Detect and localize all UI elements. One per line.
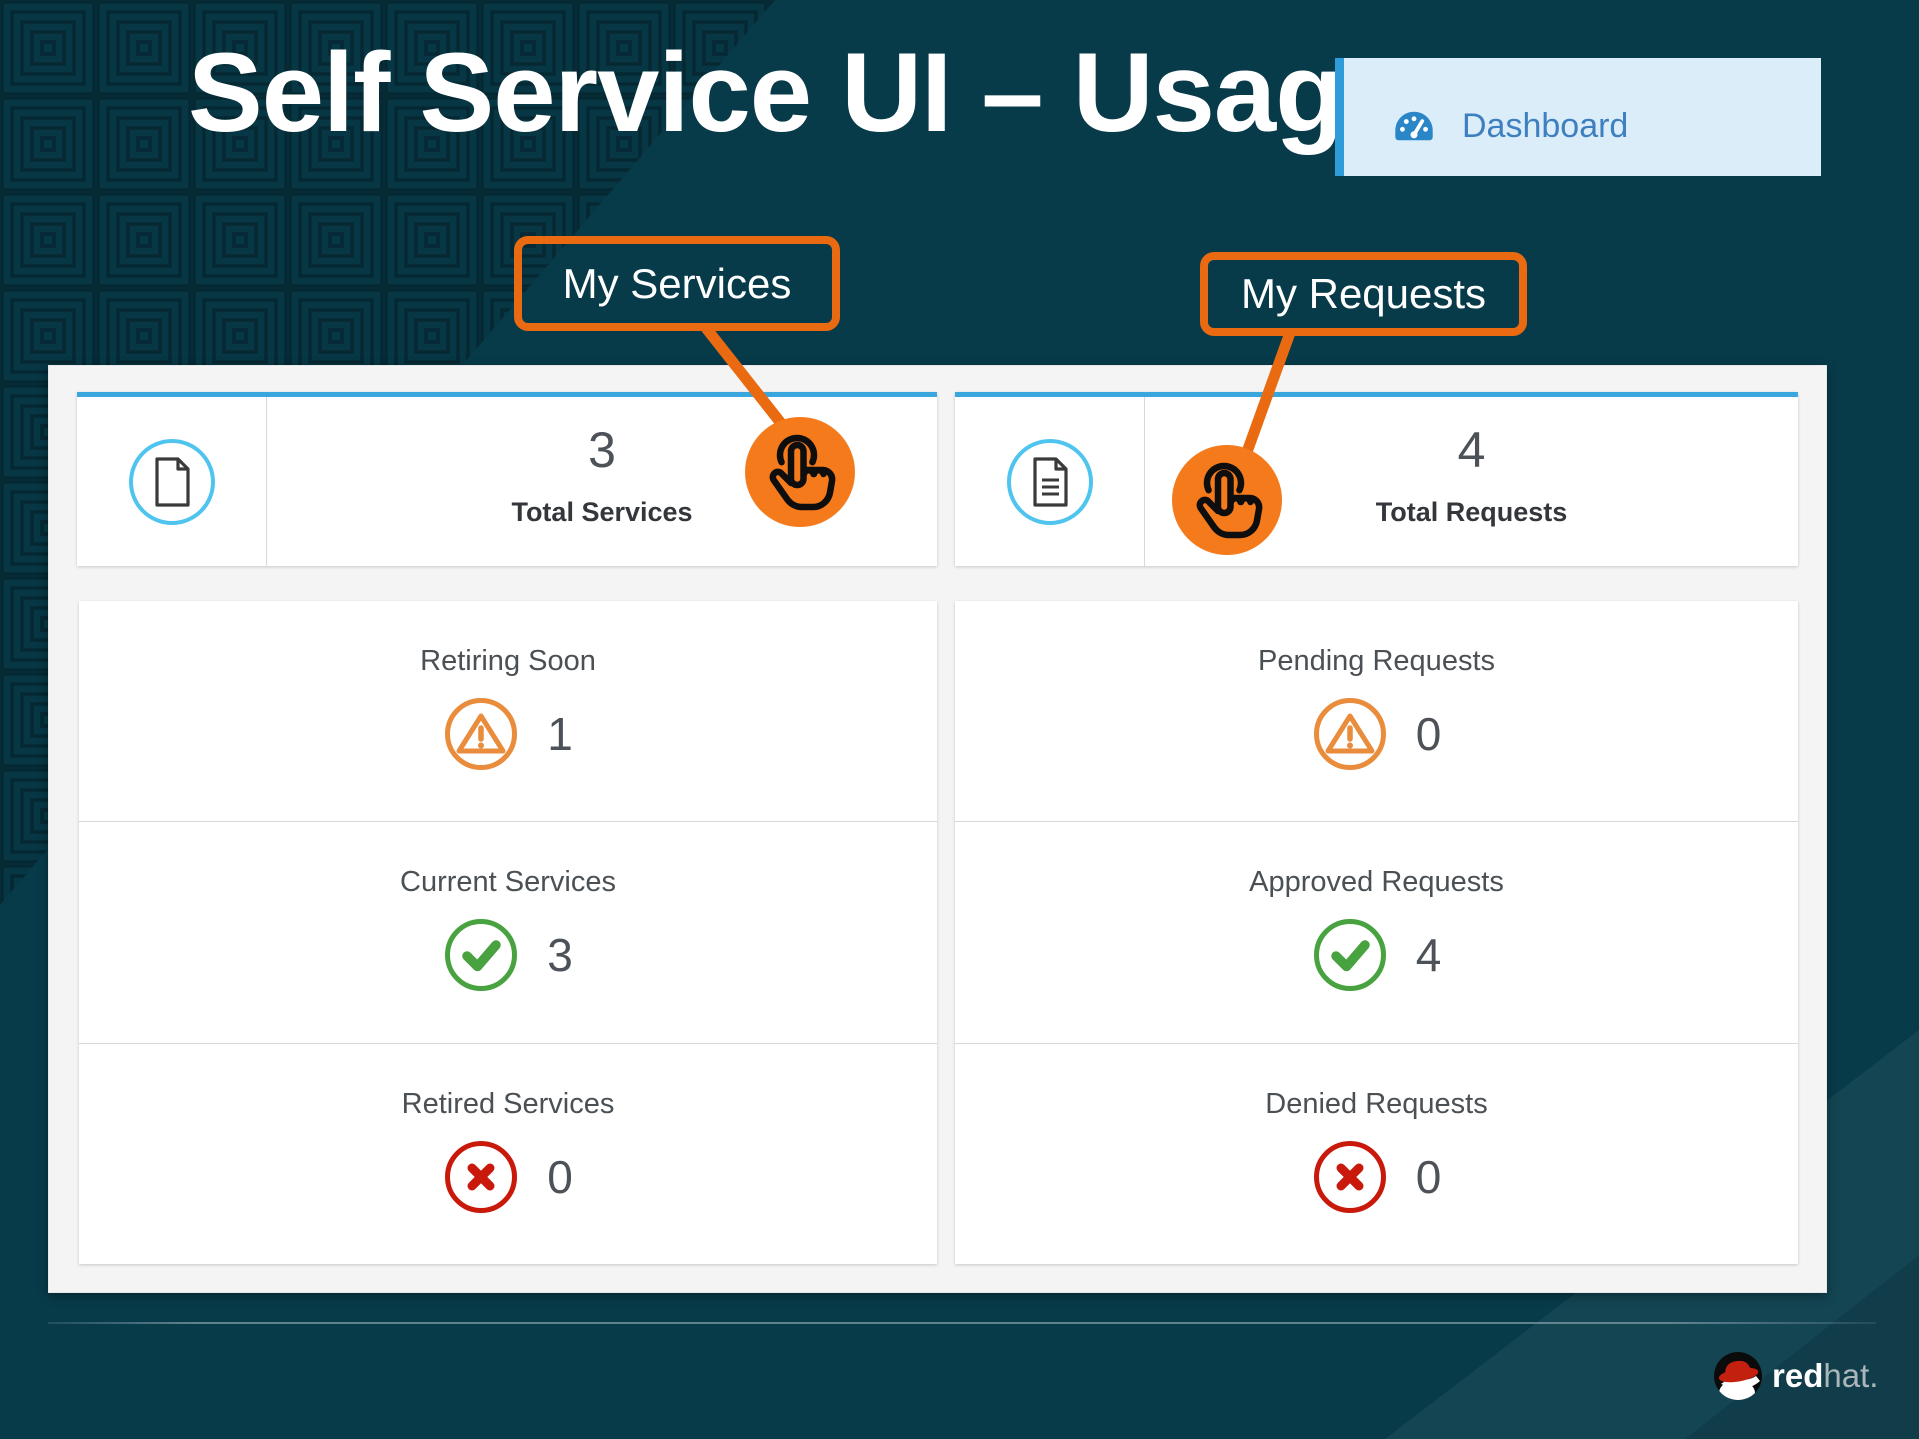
requests-status-card: Pending Requests 0 Approved Requests <box>955 601 1798 1264</box>
row-current-services[interactable]: Current Services 3 <box>79 821 937 1042</box>
text-document-icon <box>1006 438 1093 525</box>
services-status-card: Retiring Soon 1 Current Services <box>79 601 937 1264</box>
x-circle-icon <box>1313 1140 1386 1213</box>
warning-triangle-icon <box>445 698 518 770</box>
row-pending-requests-label: Pending Requests <box>1258 645 1495 677</box>
dashboard-board: 3 Total Services <box>48 365 1827 1293</box>
row-current-services-label: Current Services <box>400 866 616 899</box>
callout-my-services: My Services <box>514 236 840 331</box>
row-denied-requests-label: Denied Requests <box>1265 1087 1488 1120</box>
total-requests-label: Total Requests <box>1375 497 1568 527</box>
row-retired-services-value: 0 <box>443 1139 573 1215</box>
check-circle-icon <box>1313 919 1386 992</box>
total-requests-card[interactable]: 4 Total Requests <box>955 392 1798 566</box>
x-circle-icon <box>445 1140 518 1213</box>
redhat-wordmark: redhat. <box>1772 1357 1879 1394</box>
row-retiring-soon-label: Retiring Soon <box>420 645 596 677</box>
tap-pointer-icon-services <box>745 417 855 527</box>
callout-my-services-label: My Services <box>562 259 792 307</box>
total-services-count: 3 <box>588 422 616 478</box>
footer-divider <box>48 1322 1876 1324</box>
row-pending-requests-count: 0 <box>1415 708 1442 760</box>
callout-my-requests-label: My Requests <box>1240 270 1487 317</box>
row-pending-requests-value: 0 <box>1312 696 1442 772</box>
total-services-icon-cell <box>77 397 267 566</box>
tab-dashboard-label: Dashboard <box>1462 106 1629 145</box>
callout-my-requests: My Requests <box>1200 252 1527 336</box>
row-approved-requests-value: 4 <box>1312 917 1442 993</box>
row-retired-services[interactable]: Retired Services 0 <box>79 1042 937 1264</box>
gauge-icon <box>1395 111 1433 141</box>
row-approved-requests-label: Approved Requests <box>1249 866 1504 899</box>
total-requests-count: 4 <box>1457 422 1486 478</box>
redhat-logo: redhat. <box>1712 1350 1878 1402</box>
tap-pointer-icon-requests <box>1172 445 1282 555</box>
row-retiring-soon-count: 1 <box>547 708 573 760</box>
total-requests-icon-cell <box>955 397 1145 566</box>
row-current-services-value: 3 <box>443 917 573 993</box>
row-current-services-count: 3 <box>547 929 573 982</box>
tab-dashboard[interactable]: Dashboard <box>1335 58 1821 176</box>
blank-document-icon <box>128 438 215 525</box>
row-retired-services-label: Retired Services <box>401 1087 615 1120</box>
warning-triangle-icon <box>1313 698 1386 770</box>
total-services-label: Total Services <box>511 497 693 527</box>
row-approved-requests[interactable]: Approved Requests 4 <box>955 821 1798 1042</box>
page-title: Self Service UI – Usage <box>188 30 1405 155</box>
row-denied-requests-count: 0 <box>1415 1150 1442 1203</box>
total-requests-summary: 4 Total Requests <box>1145 397 1798 566</box>
row-approved-requests-count: 4 <box>1415 929 1442 982</box>
row-denied-requests[interactable]: Denied Requests 0 <box>955 1042 1798 1264</box>
check-circle-icon <box>445 919 518 992</box>
total-services-summary: 3 Total Services <box>267 397 937 566</box>
row-retiring-soon-value: 1 <box>443 696 573 772</box>
row-retired-services-count: 0 <box>547 1150 573 1203</box>
row-retiring-soon[interactable]: Retiring Soon 1 <box>79 601 937 821</box>
redhat-shadowman-icon <box>1714 1352 1762 1400</box>
row-denied-requests-value: 0 <box>1312 1139 1442 1215</box>
row-pending-requests[interactable]: Pending Requests 0 <box>955 601 1798 821</box>
